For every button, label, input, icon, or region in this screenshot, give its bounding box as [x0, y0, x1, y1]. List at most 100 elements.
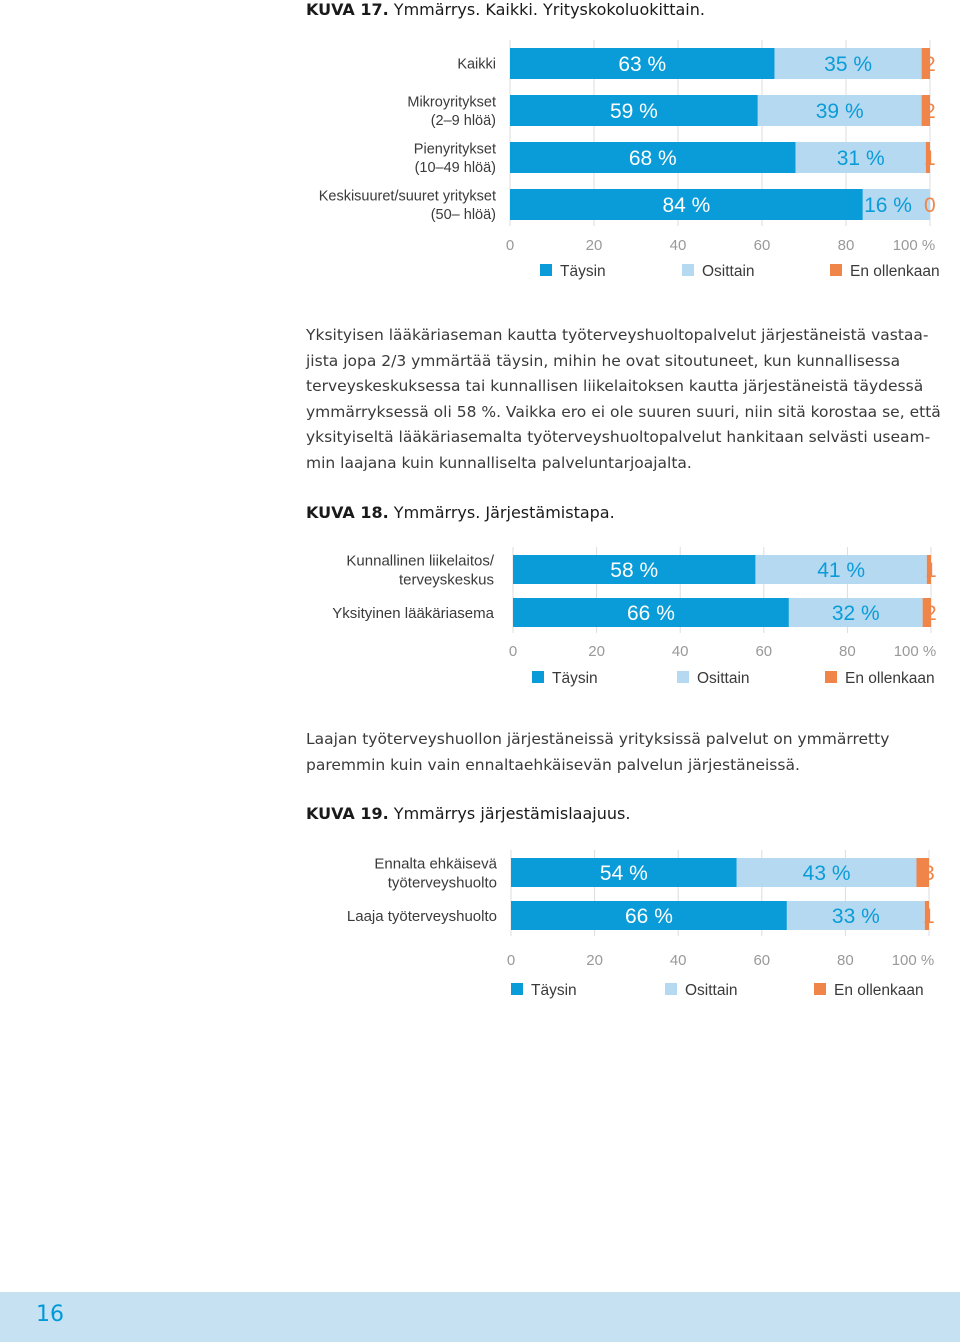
page-number: 16: [36, 1302, 64, 1327]
data-label: 54 %: [600, 862, 648, 885]
legend-label: En ollenkaan: [834, 982, 924, 999]
bar-segment: [921, 95, 930, 126]
legend-label: Täysin: [560, 263, 606, 280]
tick-label: 40: [670, 952, 687, 969]
bar-segment: [510, 189, 863, 220]
figure-19-caption: Ymmärrys järjestämislaajuus.: [393, 804, 631, 823]
legend-swatch: [677, 671, 689, 683]
data-label: 63 %: [618, 53, 666, 76]
category-label: Ennalta ehkäisevä: [374, 856, 497, 873]
paragraph-1-line: jista jopa 2/3 ymmärtää täysin, mihin he…: [306, 351, 901, 370]
data-label: 16 %: [864, 194, 912, 217]
data-label: 1: [924, 147, 936, 170]
tick-label: 40: [670, 237, 687, 254]
figure-18-caption: Ymmärrys. Järjestämistapa.: [393, 503, 615, 522]
data-label: 2: [924, 100, 936, 123]
paragraph-1-line: terveyskeskuksessa tai kunnallisen liike…: [306, 377, 924, 395]
category-label: (2–9 hlöä): [431, 113, 496, 129]
data-label: 0: [924, 194, 936, 217]
legend-swatch: [682, 264, 694, 276]
data-label: 39 %: [816, 100, 864, 123]
bar-segment: [921, 48, 930, 79]
bar-segment: [755, 555, 927, 584]
bar-segment: [510, 48, 775, 79]
bar-segment: [511, 858, 737, 887]
category-label: Keskisuuret/suuret yritykset: [319, 189, 496, 205]
category-label: Mikroyritykset: [407, 95, 496, 111]
bar-segment: [511, 901, 787, 930]
legend-label: Täysin: [552, 670, 598, 687]
figure-17-title: KUVA 17. Ymmärrys. Kaikki. Yrityskokoluo…: [306, 0, 705, 19]
paragraph-2-line: paremmin kuin vain ennaltaehkäisevän pal…: [306, 755, 800, 774]
data-label: 3: [923, 862, 935, 885]
bar-segment: [510, 142, 796, 173]
bar-segment: [788, 598, 923, 627]
bar-segment: [736, 858, 917, 887]
tick-label: 0: [506, 237, 514, 254]
data-label: 84 %: [662, 194, 710, 217]
figure-17-caption: Ymmärrys. Kaikki. Yrityskokoluokittain.: [393, 0, 705, 19]
paragraph-1-line: Yksityisen lääkäriaseman kautta työterve…: [306, 326, 929, 344]
figure-18-title: KUVA 18. Ymmärrys. Järjestämistapa.: [306, 503, 615, 522]
legend-label: En ollenkaan: [850, 263, 940, 280]
tick-label: 80: [837, 952, 854, 969]
figure-18-number: KUVA 18.: [306, 503, 389, 522]
tick-label: 60: [754, 237, 771, 254]
bar-segment: [513, 555, 756, 584]
data-label: 41 %: [817, 559, 865, 582]
data-label: 33 %: [832, 905, 880, 928]
tick-label: 100 %: [893, 237, 936, 254]
bar-segment: [510, 95, 758, 126]
data-label: 32 %: [832, 602, 880, 625]
data-label: 1: [923, 905, 935, 928]
data-label: 35 %: [824, 53, 872, 76]
bar-segment: [513, 598, 789, 627]
bar-segment: [924, 901, 929, 930]
paragraph-1-line: min laajana kuin kunnalliselta palvelunt…: [306, 453, 692, 472]
bar-segment: [916, 858, 929, 887]
paragraph-2: Laajan työterveyshuollon järjestäneissä …: [306, 727, 950, 778]
legend-swatch: [814, 983, 826, 995]
legend-label: En ollenkaan: [845, 670, 935, 687]
category-label: Pienyritykset: [414, 142, 496, 158]
chart-17: 63 % 35 % 2 Kaikki 59 % 39 % 2 Mikroyritykset (2…: [319, 40, 940, 280]
tick-label: 40: [672, 643, 689, 660]
bar-segment: [786, 901, 925, 930]
bar-segment: [774, 48, 922, 79]
bar-segment: [862, 189, 930, 220]
bar-segment: [925, 142, 930, 173]
bar-segment: [795, 142, 926, 173]
legend-label: Osittain: [702, 263, 755, 280]
category-label: Kaikki: [457, 57, 496, 73]
legend-swatch: [511, 983, 523, 995]
tick-label: 20: [586, 237, 603, 254]
data-label: 68 %: [629, 147, 677, 170]
tick-label: 20: [588, 643, 605, 660]
category-label: työterveyshuolto: [388, 874, 497, 891]
tick-label: 80: [838, 237, 855, 254]
category-label: terveyskeskus: [399, 571, 494, 588]
tick-label: 0: [509, 643, 517, 660]
paragraph-1-line: yksityiseltä lääkäriasemalta työterveysh…: [306, 428, 931, 446]
legend-label: Osittain: [685, 982, 738, 999]
page-footer: 16: [0, 1292, 960, 1342]
data-label: 66 %: [627, 602, 675, 625]
data-label: 2: [925, 602, 937, 625]
chart-19: 54 % 43 % 3 Ennalta ehkäisevätyöterveyshuol…: [347, 850, 935, 999]
legend-swatch: [532, 671, 544, 683]
legend-swatch: [540, 264, 552, 276]
category-label: Kunnallinen liikelaitos/: [346, 553, 494, 570]
bar-segment: [757, 95, 922, 126]
figure-17-number: KUVA 17.: [306, 0, 389, 19]
data-label: 66 %: [625, 905, 673, 928]
paragraph-1-line: ymmärryksessä oli 58 %. Vaikka ero ei ol…: [306, 402, 941, 421]
data-label: 31 %: [837, 147, 885, 170]
chart-18: 58 % 41 % 1 Kunnallinen liikelaitos/terveys…: [332, 547, 937, 687]
paragraph-1: Yksityisen lääkäriaseman kautta työterve…: [306, 323, 950, 476]
category-label: (10–49 hlöä): [415, 160, 496, 176]
data-label: 2: [924, 53, 936, 76]
tick-label: 100 %: [892, 952, 935, 969]
legend-label: Osittain: [697, 670, 750, 687]
tick-label: 60: [755, 643, 772, 660]
tick-label: 0: [507, 952, 515, 969]
